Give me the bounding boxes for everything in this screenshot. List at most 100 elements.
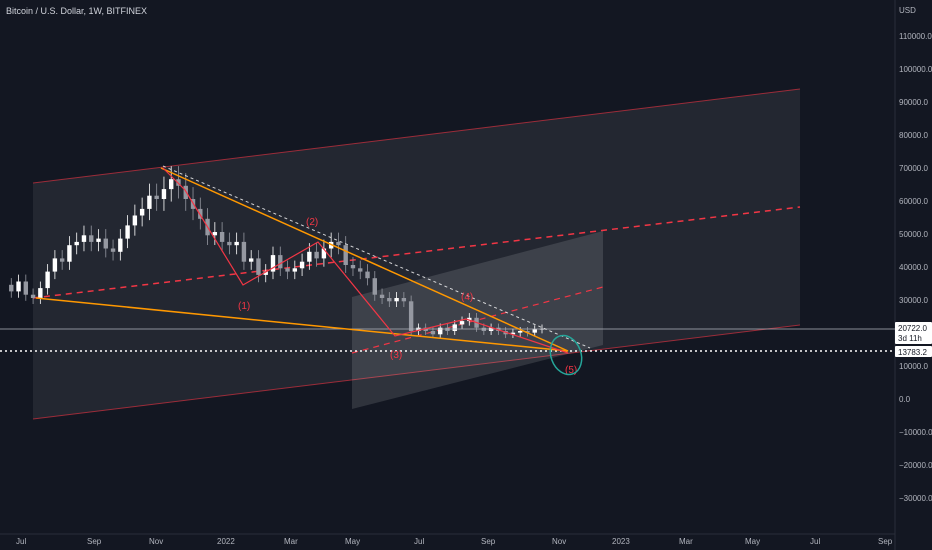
wedge-lower-line [35, 297, 569, 352]
candle-body[interactable] [517, 331, 523, 333]
candle-body[interactable] [176, 179, 181, 186]
candle-body[interactable] [314, 251, 319, 259]
candlestick-series[interactable] [9, 166, 545, 339]
countdown-tag: 3d 11h [898, 334, 922, 343]
candle-body[interactable] [89, 235, 94, 242]
candle-body[interactable] [139, 208, 145, 216]
candle-body[interactable] [401, 298, 407, 302]
dashed-trendline [162, 165, 591, 349]
candle-body[interactable] [459, 321, 465, 325]
time-tick-label: 2022 [217, 537, 235, 546]
candle-body[interactable] [110, 248, 116, 252]
candle-body[interactable] [183, 185, 188, 199]
level-price-tag: 13783.2 [898, 348, 927, 357]
price-tick-label: 0.0 [899, 395, 911, 404]
price-tick-label: 40000.0 [899, 263, 928, 272]
time-tick-label: Nov [149, 537, 163, 546]
candle-body[interactable] [161, 189, 167, 199]
candle-body[interactable] [307, 251, 312, 262]
price-tick-label: −20000.0 [899, 461, 932, 470]
candle-body[interactable] [234, 241, 239, 246]
candle-body[interactable] [30, 294, 36, 298]
candle-body[interactable] [321, 248, 327, 259]
candle-body[interactable] [169, 179, 174, 190]
chart-symbol-title: Bitcoin / U.S. Dollar, 1W, BITFINEX [6, 6, 148, 16]
candle-body[interactable] [278, 255, 283, 269]
wave-label-1: (1) [238, 301, 250, 312]
candle-body[interactable] [132, 215, 138, 226]
candle-body[interactable] [270, 255, 276, 272]
candle-body[interactable] [365, 271, 370, 279]
candle-body[interactable] [212, 232, 218, 236]
time-tick-label: Mar [284, 537, 298, 546]
candle-body[interactable] [387, 298, 392, 302]
candle-body[interactable] [23, 281, 29, 295]
price-axis-ticks: 110000.0 100000.0 90000.0 80000.0 70000.0 600… [899, 32, 932, 503]
wave-label-5: (5) [565, 365, 577, 376]
price-tick-label: −30000.0 [899, 494, 932, 503]
candle-body[interactable] [198, 208, 203, 219]
candle-body[interactable] [430, 331, 436, 335]
candle-body[interactable] [38, 288, 43, 298]
candle-body[interactable] [118, 238, 123, 252]
candle-body[interactable] [45, 271, 50, 289]
candle-body[interactable] [408, 301, 414, 331]
wave-label-2: (2) [306, 217, 318, 228]
candle-body[interactable] [103, 238, 108, 249]
candle-body[interactable] [81, 235, 87, 242]
time-tick-label: 2023 [612, 537, 630, 546]
candle-body[interactable] [9, 284, 14, 292]
candle-body[interactable] [227, 241, 232, 246]
candle-body[interactable] [532, 329, 537, 333]
candle-body[interactable] [74, 241, 79, 246]
regression-channel-large[interactable] [33, 89, 800, 419]
time-tick-label: May [345, 537, 360, 546]
candle-body[interactable] [263, 271, 268, 275]
price-tick-label: 80000.0 [899, 131, 928, 140]
candle-body[interactable] [372, 278, 377, 295]
candle-body[interactable] [438, 327, 443, 335]
candle-body[interactable] [452, 324, 457, 331]
wave-label-4: (4) [461, 292, 473, 303]
current-price-tag-box [895, 322, 932, 344]
candle-body[interactable] [467, 317, 472, 322]
candle-body[interactable] [292, 268, 298, 272]
candle-body[interactable] [96, 238, 101, 242]
candle-body[interactable] [394, 298, 399, 302]
time-tick-label: Sep [481, 537, 496, 546]
time-axis-ticks: Jul Sep Nov 2022 Mar May Jul Sep Nov 2023 Mar May Ju… [16, 537, 893, 546]
channel-upper-line [32, 88, 801, 184]
candle-body[interactable] [379, 294, 385, 298]
candle-body[interactable] [154, 195, 159, 199]
candle-body[interactable] [125, 225, 130, 239]
candle-body[interactable] [350, 265, 356, 269]
candle-body[interactable] [67, 245, 72, 262]
price-tick-label: 30000.0 [899, 296, 928, 305]
wedge-upper-line [160, 167, 569, 352]
candle-body[interactable] [219, 232, 225, 242]
candle-body[interactable] [241, 241, 247, 262]
candle-body[interactable] [299, 261, 305, 269]
candle-body[interactable] [358, 268, 363, 272]
candle-body[interactable] [147, 195, 152, 209]
candle-body[interactable] [285, 268, 290, 272]
candle-body[interactable] [16, 281, 21, 292]
time-tick-label: Jul [414, 537, 424, 546]
candle-body[interactable] [59, 258, 65, 262]
level-price-tag-box [895, 346, 932, 357]
candle-body[interactable] [52, 258, 58, 272]
candle-body[interactable] [336, 241, 341, 246]
time-tick-label: Jul [16, 537, 26, 546]
candle-body[interactable] [248, 258, 254, 262]
target-zone-ellipse[interactable] [545, 331, 587, 379]
candle-body[interactable] [510, 332, 516, 335]
current-price-tag: 20722.0 [898, 324, 927, 333]
price-tick-label: 110000.0 [899, 32, 932, 41]
candle-body[interactable] [256, 258, 261, 275]
price-tick-label: 10000.0 [899, 362, 928, 371]
price-tick-label: 50000.0 [899, 230, 928, 239]
candle-body[interactable] [525, 331, 530, 333]
time-tick-label: Mar [679, 537, 693, 546]
candle-body[interactable] [343, 245, 348, 265]
